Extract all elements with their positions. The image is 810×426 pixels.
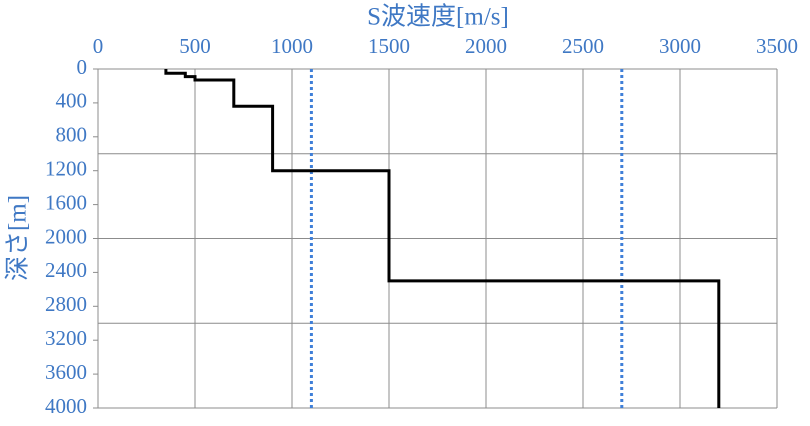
y-tick-label: 1200 (45, 157, 87, 181)
x-tick-label: 1000 (271, 34, 313, 58)
y-tick-label: 400 (56, 89, 88, 113)
x-tick-label: 0 (93, 34, 104, 58)
y-tick-label: 0 (77, 55, 88, 79)
y-tick-label: 2000 (45, 224, 87, 248)
x-tick-label: 2000 (465, 34, 507, 58)
y-axis-title: 深さ[m] (4, 195, 32, 281)
x-tick-label: 3000 (659, 34, 701, 58)
data-line (164, 69, 721, 408)
y-tick-label: 4000 (45, 394, 87, 418)
y-tick-label: 3600 (45, 360, 87, 384)
x-tick-label: 1500 (368, 34, 410, 58)
y-tick-label: 800 (56, 123, 88, 147)
y-tick-label: 2400 (45, 258, 87, 282)
y-tick-label: 2800 (45, 292, 87, 316)
y-tick-label: 1600 (45, 190, 87, 214)
x-tick-label: 500 (179, 34, 211, 58)
x-tick-label: 2500 (562, 34, 604, 58)
x-axis-title: S波速度[m/s] (367, 3, 509, 31)
x-tick-label: 3500 (756, 34, 798, 58)
y-tick-label: 3200 (45, 326, 87, 350)
